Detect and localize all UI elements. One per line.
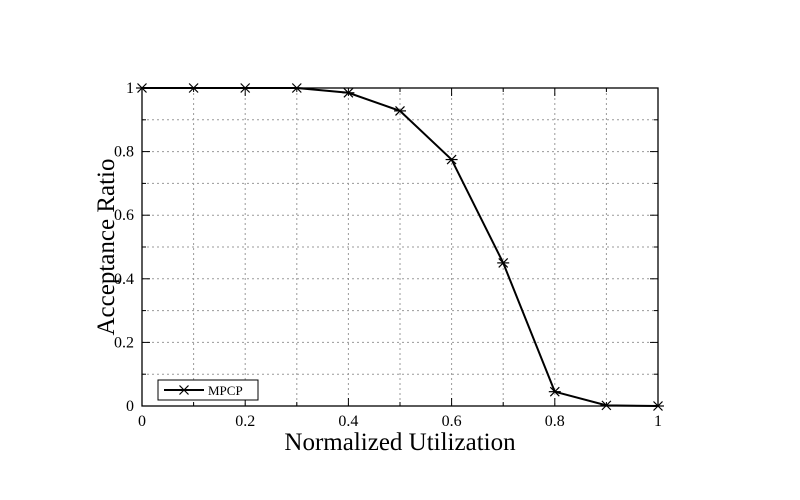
- data-point: [290, 83, 303, 93]
- data-point: [600, 400, 613, 411]
- x-axis-title: Normalized Utilization: [284, 429, 516, 456]
- legend-box: [157, 379, 259, 401]
- x-tick-label: 0.2: [235, 413, 255, 430]
- data-point: [342, 87, 355, 98]
- y-tick-label: 0.6: [114, 207, 134, 224]
- data-point: [394, 105, 406, 116]
- x-tick-label: 0: [138, 413, 146, 430]
- data-point: [178, 385, 190, 395]
- x-tick-label: 0.8: [545, 413, 565, 430]
- x-tick-label: 1: [654, 413, 662, 430]
- legend-marker: [178, 385, 190, 395]
- data-point: [239, 83, 252, 93]
- legend-label: MPCP: [208, 383, 243, 398]
- data-point: [497, 257, 510, 268]
- data-point: [652, 401, 664, 411]
- legend: MPCP: [157, 379, 259, 401]
- y-tick-label: 0: [126, 398, 134, 415]
- grid: [142, 88, 658, 406]
- y-axis-title: Acceptance Ratio: [93, 159, 120, 336]
- data-point: [187, 83, 200, 93]
- y-tick-label: 0.4: [114, 271, 134, 288]
- y-tick-label: 0.8: [114, 144, 134, 161]
- data-point: [445, 154, 458, 165]
- y-tick-label: 0.2: [114, 334, 134, 351]
- x-tick-label: 0.4: [338, 413, 358, 430]
- x-tick-label: 0.6: [442, 413, 462, 430]
- data-point: [136, 83, 148, 93]
- data-point: [548, 386, 561, 397]
- axis-ticks: 0 0.2 0.4 0.6 0.8 1 0 0.2 0.4 0.6 0.8 1: [114, 80, 662, 430]
- y-tick-label: 1: [126, 80, 134, 97]
- series-layer: [136, 83, 664, 411]
